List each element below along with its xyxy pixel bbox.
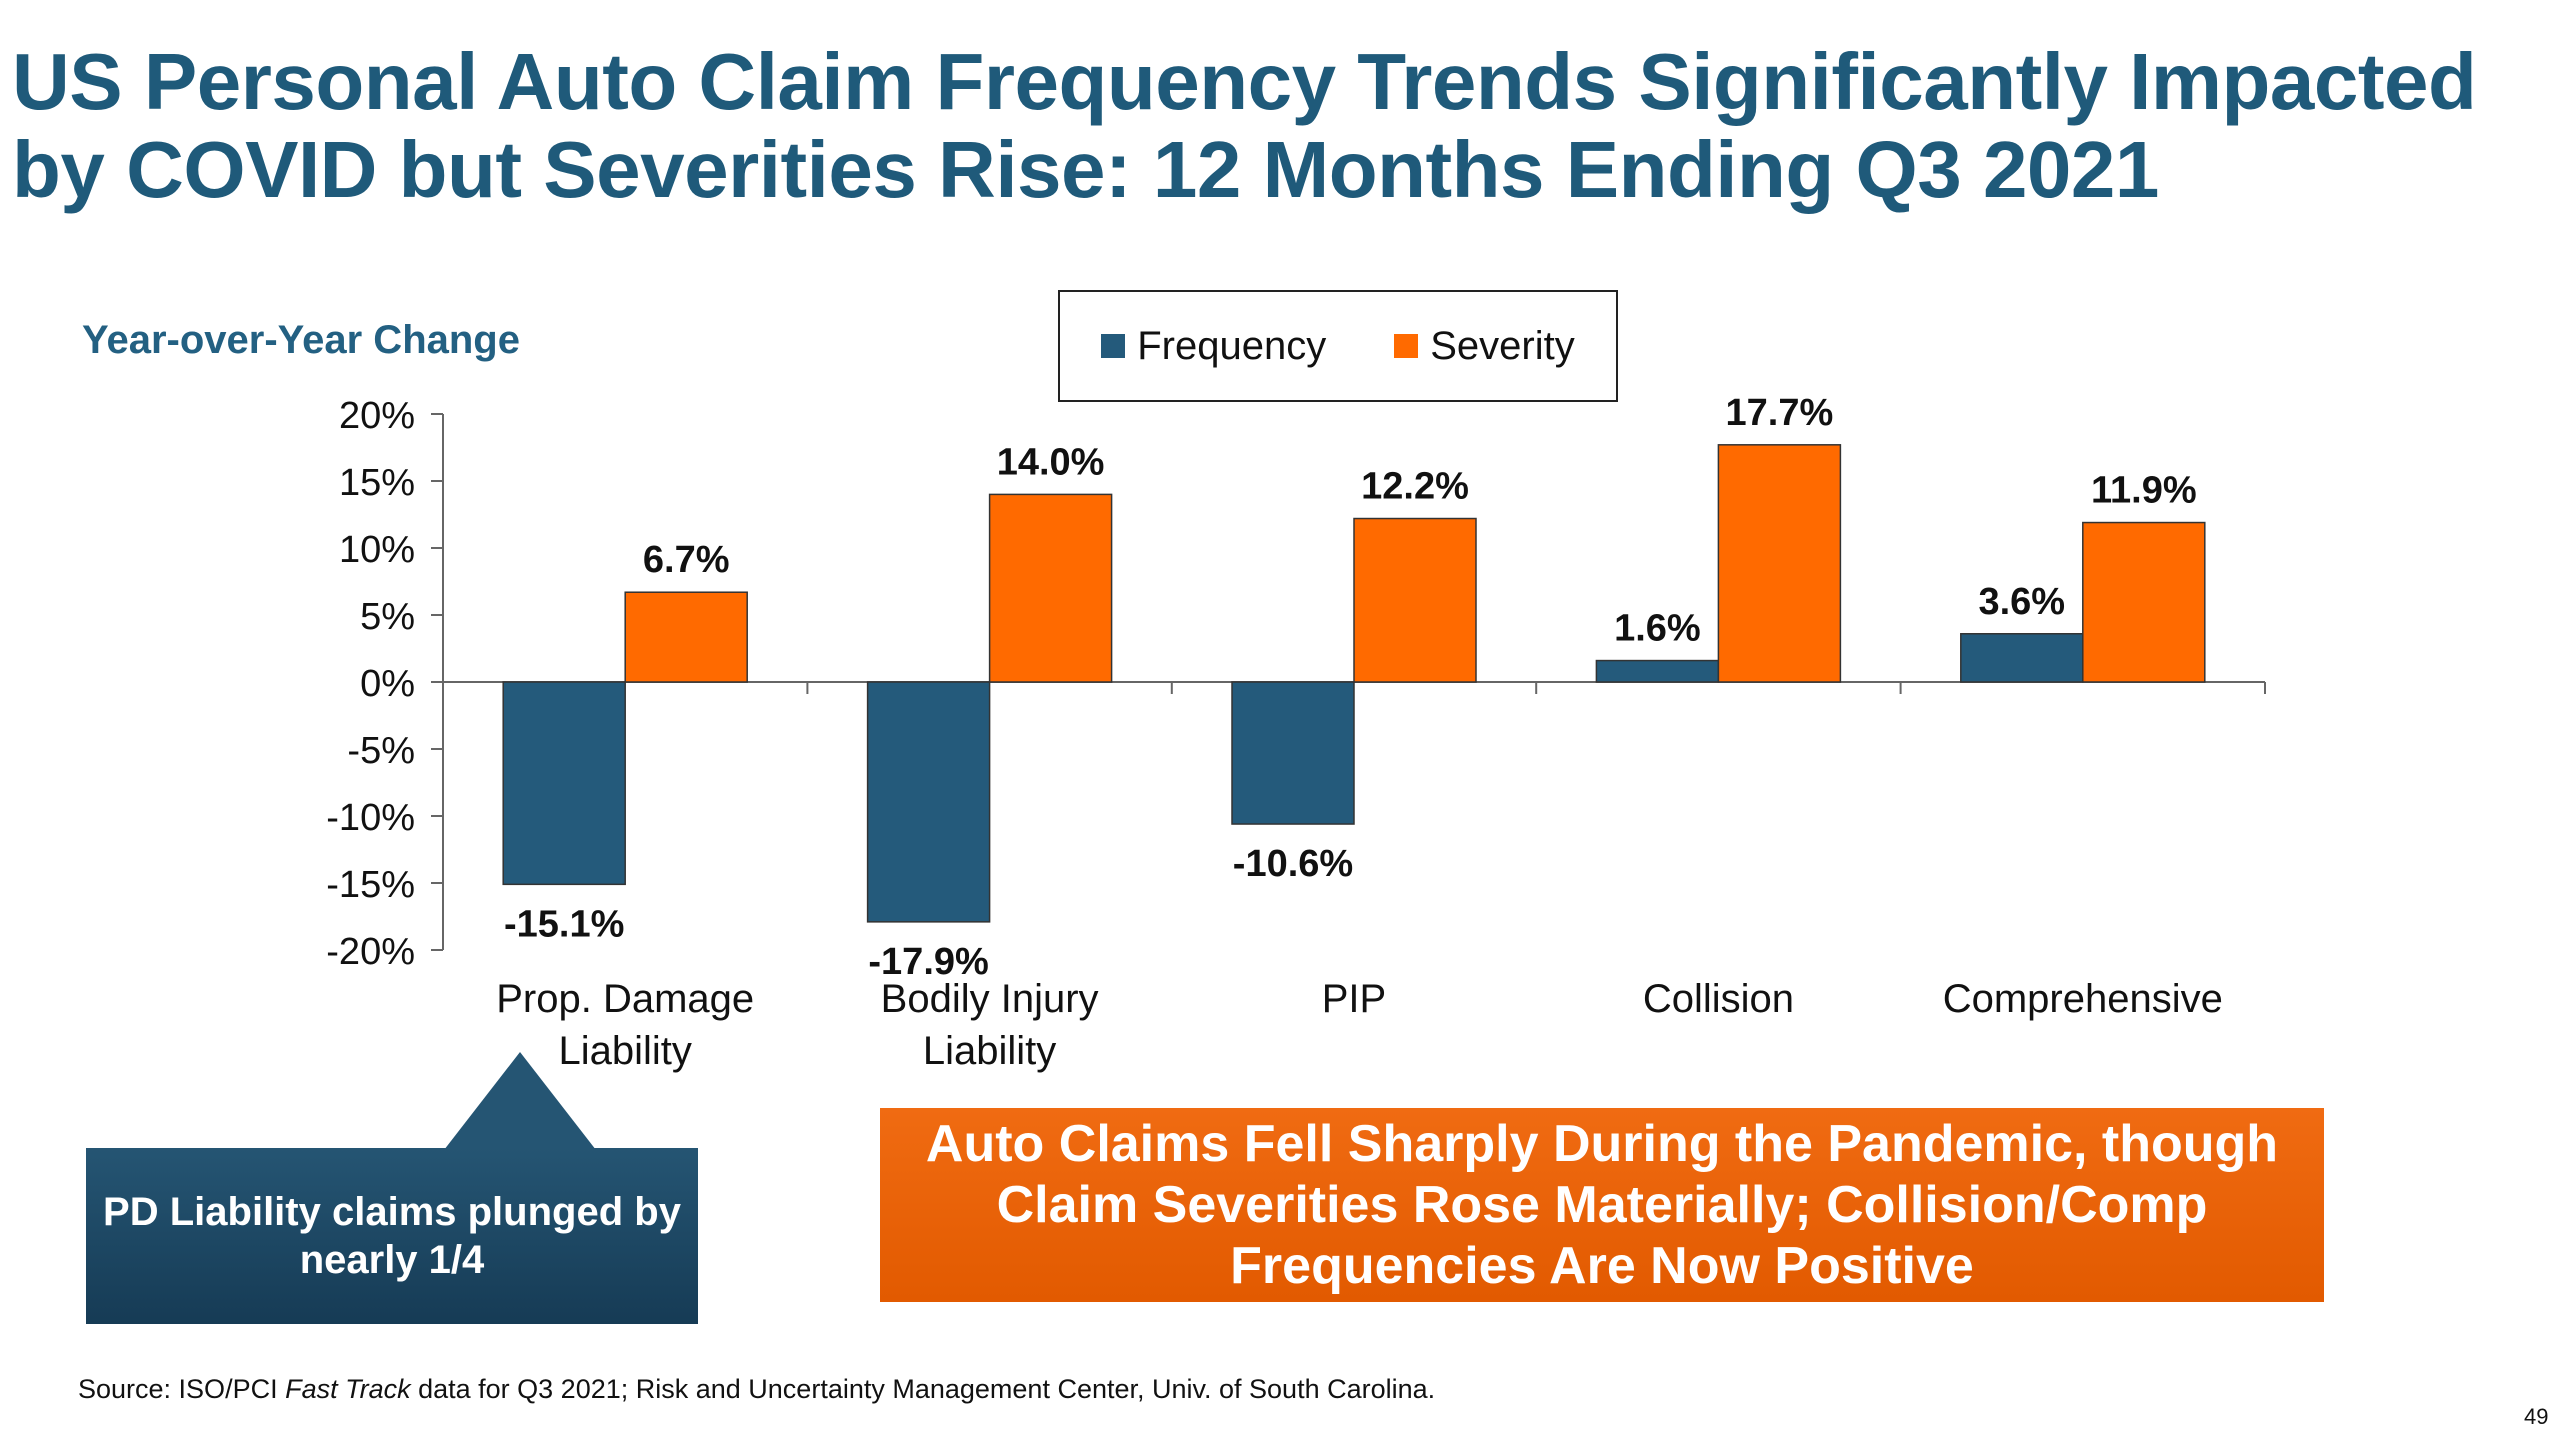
severity-bar <box>1717 444 1842 683</box>
frequency-data-label: -10.6% <box>1233 843 1353 885</box>
source-suffix: data for Q3 2021; Risk and Uncertainty M… <box>410 1374 1436 1404</box>
severity-data-label: 17.7% <box>1726 392 1834 434</box>
frequency-bar <box>1231 681 1355 825</box>
source-prefix: Source: ISO/PCI <box>78 1374 286 1404</box>
summary-callout: Auto Claims Fell Sharply During the Pand… <box>880 1108 2324 1302</box>
legend-swatch-severity <box>1394 334 1419 358</box>
severity-data-label: 14.0% <box>997 441 1105 483</box>
page-number: 49 <box>2524 1404 2549 1429</box>
y-tick-label: 15% <box>339 462 415 504</box>
category-label: Collision <box>1643 977 1794 1021</box>
severity-data-label: 11.9% <box>2091 470 2197 512</box>
page-title: US Personal Auto Claim Frequency Trends … <box>12 37 2477 214</box>
frequency-data-label: 3.6% <box>1978 581 2065 623</box>
y-tick-label: -5% <box>347 730 415 772</box>
frequency-data-label: -17.9% <box>868 941 988 983</box>
chart-legend: Frequency Severity <box>1058 290 1618 402</box>
y-tick-label: 0% <box>360 663 415 705</box>
y-axis-title: Year-over-Year Change <box>82 318 520 362</box>
callout-arrow <box>444 1052 596 1150</box>
severity-data-label: 12.2% <box>1361 466 1469 508</box>
y-tick-label: -20% <box>326 931 415 973</box>
legend-item-severity: Severity <box>1394 324 1575 369</box>
frequency-data-label: -15.1% <box>504 903 624 945</box>
bar-chart: 20% 15% 10% 5% 0% -5% -10% -15% -20% -15.1% 6.7% Pr… <box>326 392 2266 1073</box>
legend-item-frequency: Frequency <box>1101 324 1326 369</box>
y-tick-label: 10% <box>339 529 415 571</box>
severity-bar <box>624 591 748 683</box>
severity-bar <box>2082 521 2206 683</box>
category-label: PIP <box>1322 977 1386 1021</box>
y-tick-label: -15% <box>326 864 415 906</box>
legend-swatch-frequency <box>1101 334 1126 358</box>
frequency-bar <box>1595 659 1720 683</box>
source-italic: Fast Track <box>285 1374 411 1404</box>
frequency-data-label: 1.6% <box>1614 608 1701 650</box>
frequency-bar <box>1960 633 2084 683</box>
frequency-bar <box>866 681 991 923</box>
y-tick-label: 5% <box>360 596 415 638</box>
y-tick-label: -10% <box>326 797 415 839</box>
category-label: Prop. Damage <box>496 977 754 1021</box>
pd-liability-callout: PD Liability claims plunged by nearly 1/… <box>86 1148 698 1324</box>
category-label: Comprehensive <box>1943 977 2223 1021</box>
severity-bar <box>988 493 1113 683</box>
severity-data-label: 6.7% <box>643 539 730 581</box>
category-label: Liability <box>923 1029 1056 1073</box>
severity-bar <box>1353 517 1477 683</box>
y-tick-label: 20% <box>339 395 415 437</box>
source-note: Source: ISO/PCI Fast Track data for Q3 2… <box>78 1374 1435 1405</box>
legend-label-frequency: Frequency <box>1137 323 1327 368</box>
legend-label-severity: Severity <box>1430 323 1575 368</box>
frequency-bar <box>502 681 626 886</box>
category-label: Bodily Injury <box>881 977 1099 1021</box>
